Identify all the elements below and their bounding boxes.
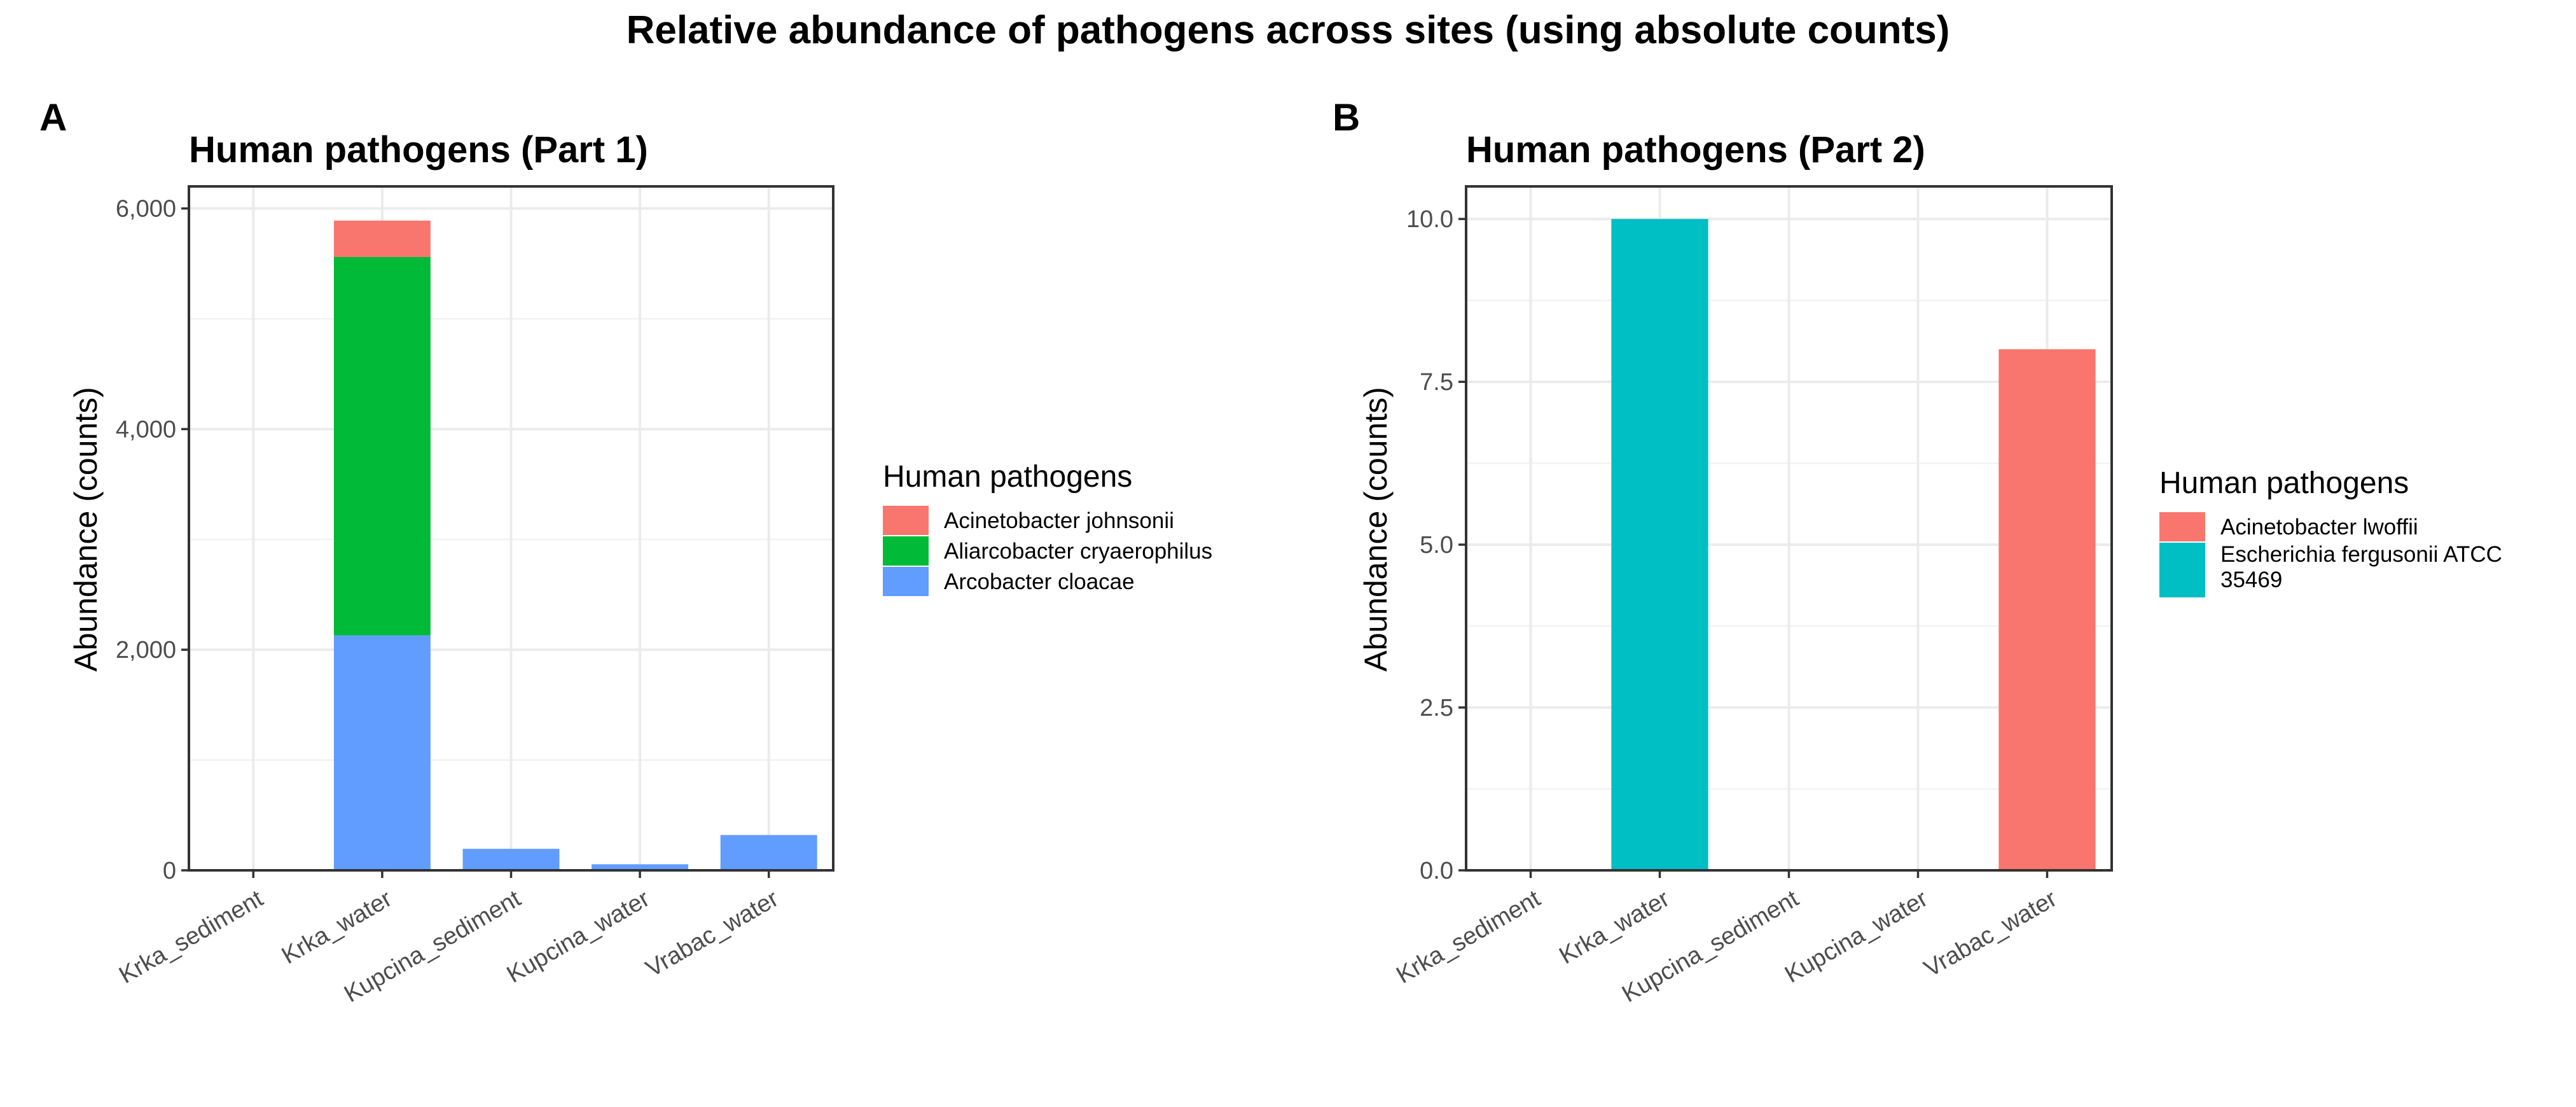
x-tick-label: Krka_water [1555,885,1675,970]
y-tick-label: 2,000 [116,637,176,664]
x-tick-label: Krka_water [277,885,397,970]
bar-acinetobacter-johnsonii [333,220,431,257]
bar-escherichia-fergusonii-atcc-35469 [1611,219,1708,870]
x-tick-label: Kupcina_water [1780,885,1932,988]
y-tick-label: 4,000 [116,416,176,443]
bar-arcobacter-cloacae [592,864,689,870]
legend-title: Human pathogens [883,460,1132,494]
figure-title: Relative abundance of pathogens across s… [627,8,1950,52]
legend-label: Aliarcobacter cryaerophilus [944,539,1212,564]
legend-swatch [2159,512,2205,541]
y-tick-label: 0.0 [1420,858,1453,884]
x-tick-label: Vrabac_water [641,885,783,982]
bar-arcobacter-cloacae [333,635,431,870]
legend-swatch [883,567,929,596]
legend-label-line: 35469 [2220,567,2282,592]
legend-swatch [883,536,929,566]
bar-acinetobacter-lwoffii [1998,349,2096,870]
x-tick-label: Krka_sediment [1392,885,1545,989]
panel-label: B [1333,96,1360,139]
legend-swatch [883,506,929,535]
y-tick-label: 7.5 [1420,369,1453,396]
x-tick-label: Krka_sediment [114,885,268,989]
legend-label-line: Escherichia fergusonii ATCC [2220,542,2502,567]
legend-label: Acinetobacter johnsonii [944,508,1174,533]
x-tick-label: Vrabac_water [1920,885,2061,982]
panel-label: A [39,96,67,139]
panel-a: A Human pathogens (Part 1) Abundance (co… [39,96,1212,1008]
bar-arcobacter-cloacae [462,849,560,870]
y-tick-label: 5.0 [1420,532,1453,559]
y-tick-label: 2.5 [1420,695,1453,721]
panel-b: B Human pathogens (Part 2) Abundance (co… [1333,96,2502,1008]
legend-swatch [2159,543,2205,597]
panel-title: Human pathogens (Part 1) [189,129,648,171]
y-tick-label: 10.0 [1406,206,1453,233]
legend-title: Human pathogens [2159,466,2409,500]
legend-label: Escherichia fergusonii ATCC 35469 [2220,542,2502,592]
y-axis-title: Abundance (counts) [1358,387,1394,672]
bar-arcobacter-cloacae [720,835,817,870]
legend-label: Arcobacter cloacae [944,569,1135,594]
legend-label: Acinetobacter lwoffii [2220,515,2418,540]
y-tick-label: 0 [163,858,176,884]
y-tick-label: 6,000 [116,196,176,223]
x-tick-label: Kupcina_water [502,885,654,988]
panel-title: Human pathogens (Part 2) [1466,129,1925,171]
y-axis-title: Abundance (counts) [68,387,104,672]
bar-aliarcobacter-cryaerophilus [333,256,431,636]
